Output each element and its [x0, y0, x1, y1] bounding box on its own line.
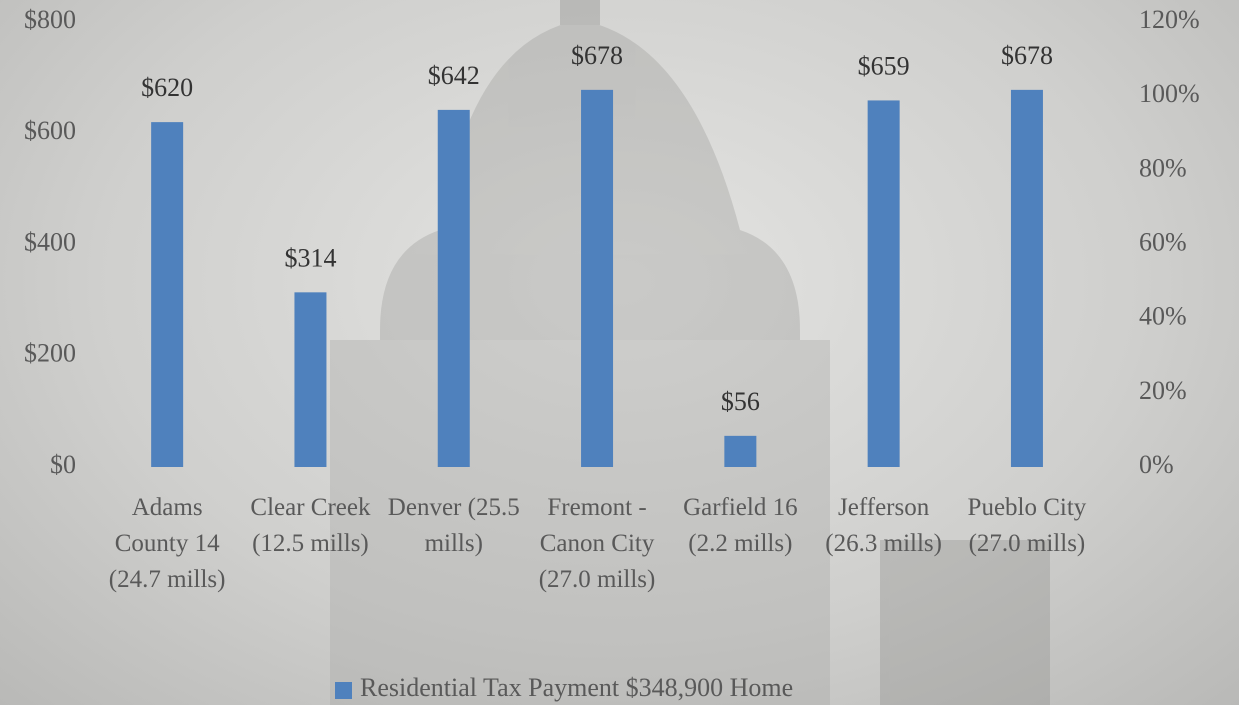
bar	[438, 110, 470, 467]
bar	[151, 122, 183, 467]
chart-page: $0 $200 $400 $600 $800 0% 20% 40% 60% 80% 100% 120%…	[0, 0, 1239, 705]
bar	[868, 100, 900, 467]
y2-tick-label: 80%	[1139, 153, 1187, 182]
y2-tick-label: 60%	[1139, 227, 1187, 256]
data-label: $642	[428, 61, 480, 90]
data-label: $678	[571, 41, 623, 70]
x-tick-label: Garfield 16 (2.2 mills)	[672, 490, 808, 562]
x-tick-label: Clear Creek (12.5 mills)	[242, 490, 378, 562]
bar	[724, 436, 756, 467]
y-tick-label: $600	[24, 116, 76, 145]
x-tick-label: Denver (25.5 mills)	[386, 490, 522, 562]
y-tick-label: $0	[50, 450, 76, 479]
y-tick-label: $400	[24, 227, 76, 256]
data-label: $314	[284, 243, 336, 272]
y2-tick-label: 40%	[1139, 302, 1187, 331]
bar	[581, 90, 613, 467]
y2-tick-label: 100%	[1139, 79, 1200, 108]
data-label: $56	[721, 387, 760, 416]
legend-swatch	[335, 682, 352, 699]
x-tick-label: Fremont - Canon City (27.0 mills)	[529, 490, 665, 598]
data-label: $678	[1001, 41, 1053, 70]
x-tick-label: Pueblo City (27.0 mills)	[959, 490, 1095, 562]
legend-label: Residential Tax Payment $348,900 Home	[360, 673, 793, 702]
data-label: $620	[141, 73, 193, 102]
chart: $0 $200 $400 $600 $800 0% 20% 40% 60% 80% 100% 120%…	[0, 0, 1239, 705]
bar	[294, 292, 326, 467]
y-tick-label: $800	[24, 5, 76, 34]
data-label: $659	[858, 51, 910, 80]
y2-tick-label: 120%	[1139, 5, 1200, 34]
x-tick-label: Jefferson (26.3 mills)	[816, 490, 952, 562]
y-tick-label: $200	[24, 339, 76, 368]
bar	[1011, 90, 1043, 467]
y2-tick-label: 20%	[1139, 376, 1187, 405]
x-tick-label: Adams County 14 (24.7 mills)	[99, 490, 235, 598]
y2-tick-label: 0%	[1139, 450, 1174, 479]
